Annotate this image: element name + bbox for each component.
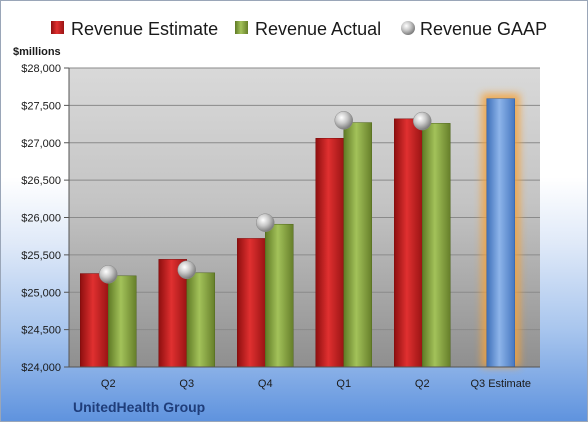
chart-legend: Revenue Estimate Revenue Actual Revenue … [51,19,547,39]
bar-revenue-estimate [315,138,344,368]
bar-revenue-estimate [394,118,423,368]
bars [80,93,520,368]
y-tick-label: $24,500 [21,325,61,337]
company-name: UnitedHealth Group [73,399,206,415]
marker-revenue-gaap [177,260,196,280]
x-tick-label: Q3 Estimate [470,378,531,390]
y-tick-label: $27,000 [21,138,61,150]
x-tick-label: Q2 [101,378,116,390]
legend-label-revenue-actual: Revenue Actual [255,19,381,39]
y-tick-label: $28,000 [21,63,61,75]
marker-revenue-gaap [334,111,353,130]
legend-label-revenue-estimate: Revenue Estimate [71,19,218,39]
marker-revenue-gaap [256,213,275,232]
y-axis-ticks: $24,000 $24,500 $25,000 $25,500 $26,000 $26,5… [21,63,70,374]
x-tick-label: Q2 [415,378,430,390]
y-axis-label: $millions [13,46,61,58]
bar-revenue-actual [186,272,215,368]
y-tick-label: $26,500 [21,175,61,187]
x-axis-ticks: Q2 Q3 Q4 Q1 Q2 Q3 Estimate [69,366,540,390]
bar-revenue-actual [422,123,451,368]
x-tick-label: Q3 [179,378,194,390]
gaap-markers [99,111,432,284]
bar-revenue-actual [108,275,137,368]
y-tick-label: $24,000 [21,362,61,374]
bar-revenue-estimate [237,238,266,368]
y-tick-label: $25,000 [21,287,61,299]
y-tick-label: $27,500 [21,100,61,112]
x-tick-label: Q4 [258,378,273,390]
marker-revenue-gaap [99,265,118,284]
bar-revenue-estimate [80,273,109,368]
legend-swatch-revenue-gaap [401,21,415,35]
y-tick-label: $26,000 [21,213,61,225]
bar-revenue-estimate [486,98,515,368]
marker-revenue-gaap [413,111,432,131]
legend-label-revenue-gaap: Revenue GAAP [420,19,547,39]
bar-revenue-actual [265,223,294,368]
legend-swatch-revenue-actual [235,21,248,34]
y-tick-label: $25,500 [21,250,61,262]
legend-swatch-revenue-estimate [51,21,64,34]
x-tick-label: Q1 [336,378,351,390]
bar-revenue-actual [343,122,372,368]
